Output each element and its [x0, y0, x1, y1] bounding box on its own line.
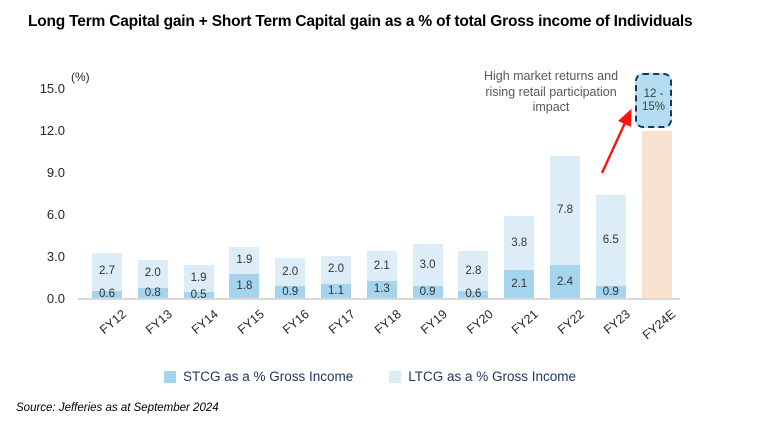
bar-segment-ltcg-FY13	[137, 259, 168, 288]
bar-value-label: 1.1	[328, 284, 344, 297]
x-tick-label-FY23: FY23	[600, 307, 633, 337]
x-tick-label-FY24E: FY24E	[640, 307, 679, 343]
bar-value-label: 1.8	[236, 279, 253, 292]
x-axis-line	[78, 298, 680, 300]
bar-value-label: 1.9	[236, 254, 253, 266]
bar-value-label: 0.9	[419, 286, 436, 299]
y-axis-unit-label: (%)	[71, 70, 90, 84]
y-tick-label: 0.0	[46, 290, 65, 306]
bar-value-label: 3.0	[419, 258, 436, 271]
x-tick-label-FY19: FY19	[417, 307, 450, 337]
bar-value-label: 2.0	[144, 267, 161, 280]
bar-value-label: 2.0	[282, 265, 299, 278]
x-tick-label-FY14: FY14	[188, 307, 221, 337]
bar-segment-ltcg-FY21	[504, 216, 535, 270]
bar-segment-ltcg-FY23	[595, 195, 626, 287]
x-tick-label-FY22: FY22	[555, 307, 587, 337]
y-tick-label: 12.0	[39, 122, 65, 138]
bar-segment-ltcg-FY16	[275, 258, 306, 287]
bar-segment-stcg-FY20	[458, 290, 489, 299]
x-tick-label-FY12: FY12	[97, 307, 129, 337]
bar-segment-ltcg-FY12	[92, 252, 122, 291]
bar-segment-stcg-FY16	[275, 286, 306, 299]
bar-forecast-FY24E	[641, 131, 672, 299]
bar-segment-stcg-FY14	[183, 292, 214, 299]
ltcg-swatch-icon	[389, 370, 402, 383]
chart-title: Long Term Capital gain + Short Term Capi…	[28, 13, 693, 30]
bar-value-label: 2.1	[373, 259, 390, 272]
y-tick-label: 3.0	[46, 248, 65, 264]
bar-segment-ltcg-FY17	[321, 255, 351, 284]
bar-segment-stcg-FY23	[595, 286, 626, 299]
bar-segment-stcg-FY15	[229, 273, 260, 299]
bar-segment-stcg-FY12	[92, 290, 122, 299]
x-tick-label-FY18: FY18	[371, 307, 404, 337]
bar-value-label: 2.4	[557, 275, 573, 288]
y-tick-label: 9.0	[46, 164, 65, 180]
bar-value-label: 0.6	[99, 288, 115, 301]
bar-value-label: 2.7	[99, 265, 115, 278]
legend-label-stcg: STCG as a % Gross Income	[182, 369, 354, 384]
bar-value-label: 1.3	[373, 283, 390, 296]
bar-segment-ltcg-FY19	[412, 244, 443, 287]
x-tick-label-FY17: FY17	[326, 307, 358, 337]
legend-item-stcg: STCG as a % Gross Income	[163, 369, 354, 384]
x-tick-label-FY15: FY15	[234, 307, 267, 337]
legend: STCG as a % Gross Income LTCG as a % Gro…	[0, 369, 740, 384]
x-tick-label-FY21: FY21	[509, 307, 542, 337]
bar-value-label: 1.9	[190, 272, 207, 285]
legend-item-ltcg: LTCG as a % Gross Income	[389, 369, 576, 384]
bar-value-label: 7.8	[557, 204, 573, 217]
bar-value-label: 2.0	[328, 263, 344, 276]
bar-segment-stcg-FY18	[366, 280, 397, 299]
bar-value-label: 0.9	[602, 286, 619, 299]
legend-label-ltcg: LTCG as a % Gross Income	[408, 369, 577, 384]
bar-value-label: 0.9	[282, 286, 299, 299]
bar-value-label: 2.8	[465, 264, 482, 277]
bar-value-label: 0.6	[465, 288, 482, 301]
y-tick-label: 6.0	[46, 206, 65, 222]
bar-value-label: 3.8	[511, 236, 528, 249]
stcg-swatch-icon	[163, 370, 176, 383]
bar-segment-stcg-FY17	[321, 283, 351, 299]
bar-segment-ltcg-FY14	[183, 265, 214, 292]
bar-segment-ltcg-FY15	[229, 247, 260, 274]
annotation-text: High market returns and rising retail pa…	[483, 69, 619, 114]
bar-segment-stcg-FY19	[412, 286, 443, 299]
bar-value-label: 6.5	[602, 234, 619, 247]
bar-segment-ltcg-FY22	[550, 156, 580, 266]
bar-value-label: 2.1	[511, 277, 528, 290]
x-tick-label-FY16: FY16	[280, 307, 313, 337]
bar-segment-ltcg-FY20	[458, 251, 489, 291]
x-tick-label-FY20: FY20	[463, 307, 496, 337]
y-tick-label: 15.0	[39, 80, 65, 96]
bar-segment-stcg-FY21	[504, 269, 535, 299]
forecast-callout-box: 12 - 15%	[635, 73, 672, 128]
bar-segment-stcg-FY22	[550, 265, 580, 299]
bar-segment-ltcg-FY18	[366, 251, 397, 281]
source-note: Source: Jefferies as at September 2024	[16, 402, 219, 414]
bar-value-label: 0.8	[144, 286, 161, 299]
x-tick-label-FY13: FY13	[142, 307, 175, 337]
bar-segment-stcg-FY13	[137, 287, 168, 299]
bar-value-label: 0.5	[190, 289, 207, 301]
